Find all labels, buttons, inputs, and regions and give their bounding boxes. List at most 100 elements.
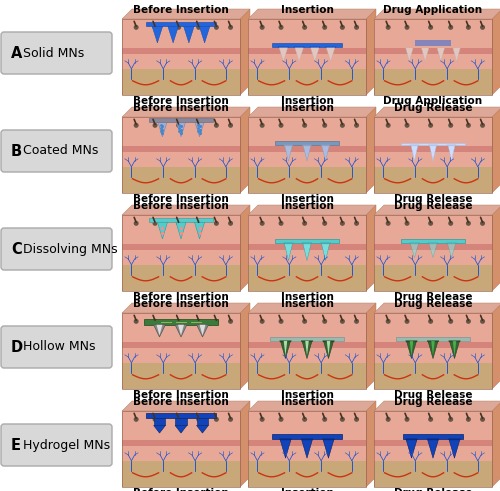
Circle shape xyxy=(278,221,283,226)
Circle shape xyxy=(448,319,453,324)
Circle shape xyxy=(480,221,485,226)
Bar xyxy=(122,152,240,167)
Circle shape xyxy=(176,123,181,128)
Circle shape xyxy=(322,25,327,30)
Circle shape xyxy=(196,417,201,422)
Bar xyxy=(248,440,366,446)
Polygon shape xyxy=(194,222,204,239)
Polygon shape xyxy=(374,303,500,313)
Bar xyxy=(374,446,492,461)
Circle shape xyxy=(340,25,345,30)
Bar xyxy=(374,215,492,291)
Bar xyxy=(122,19,240,48)
Bar xyxy=(374,363,492,389)
Circle shape xyxy=(134,221,138,226)
Polygon shape xyxy=(195,122,204,137)
Text: Insertion: Insertion xyxy=(280,397,334,407)
Bar xyxy=(374,461,492,487)
Circle shape xyxy=(176,417,181,422)
Circle shape xyxy=(466,221,471,226)
Polygon shape xyxy=(168,26,178,43)
Text: B: B xyxy=(11,143,22,159)
Bar xyxy=(248,54,366,69)
Polygon shape xyxy=(122,401,250,411)
Polygon shape xyxy=(374,205,500,215)
Polygon shape xyxy=(284,145,293,146)
Bar xyxy=(374,19,492,95)
Polygon shape xyxy=(302,342,312,358)
Circle shape xyxy=(278,319,283,324)
Circle shape xyxy=(152,25,158,30)
Polygon shape xyxy=(240,303,250,389)
Circle shape xyxy=(480,319,485,324)
Bar xyxy=(374,19,492,48)
Text: Insertion: Insertion xyxy=(280,194,334,204)
Bar xyxy=(175,418,187,425)
Polygon shape xyxy=(240,9,250,95)
Circle shape xyxy=(176,25,181,30)
Circle shape xyxy=(260,221,264,226)
Polygon shape xyxy=(322,244,330,261)
Polygon shape xyxy=(492,303,500,389)
Polygon shape xyxy=(303,146,311,161)
Text: Before Insertion: Before Insertion xyxy=(133,390,229,400)
Bar xyxy=(122,440,240,446)
Polygon shape xyxy=(278,47,288,48)
Polygon shape xyxy=(366,107,376,193)
Polygon shape xyxy=(240,401,250,487)
Bar xyxy=(374,411,492,440)
Bar xyxy=(374,342,492,348)
Polygon shape xyxy=(154,325,166,337)
Polygon shape xyxy=(428,440,438,458)
Circle shape xyxy=(196,123,201,128)
Polygon shape xyxy=(410,145,419,146)
Bar xyxy=(272,43,342,47)
Circle shape xyxy=(228,25,233,30)
Polygon shape xyxy=(175,425,187,433)
Circle shape xyxy=(386,123,390,128)
Bar xyxy=(248,313,366,342)
Polygon shape xyxy=(295,48,304,61)
Polygon shape xyxy=(453,48,460,61)
Polygon shape xyxy=(410,243,420,244)
Circle shape xyxy=(260,319,264,324)
Circle shape xyxy=(354,221,359,226)
Bar xyxy=(403,435,463,439)
Circle shape xyxy=(428,25,433,30)
Bar xyxy=(374,54,492,69)
Circle shape xyxy=(228,319,233,324)
Circle shape xyxy=(386,319,390,324)
Bar xyxy=(248,19,366,95)
Bar xyxy=(122,215,240,291)
Bar xyxy=(122,411,240,487)
Bar xyxy=(146,413,216,418)
Polygon shape xyxy=(320,243,330,244)
Polygon shape xyxy=(176,222,186,239)
Polygon shape xyxy=(448,439,460,440)
Polygon shape xyxy=(305,341,309,355)
Circle shape xyxy=(404,25,409,30)
Text: Before Insertion: Before Insertion xyxy=(133,5,229,15)
Circle shape xyxy=(134,123,138,128)
Polygon shape xyxy=(303,244,311,261)
Circle shape xyxy=(448,123,453,128)
Circle shape xyxy=(302,417,307,422)
Polygon shape xyxy=(279,48,287,61)
Text: Before Insertion: Before Insertion xyxy=(133,299,229,309)
Circle shape xyxy=(260,25,264,30)
Bar xyxy=(122,19,240,95)
Circle shape xyxy=(386,417,390,422)
Polygon shape xyxy=(428,243,438,244)
Circle shape xyxy=(278,417,283,422)
Circle shape xyxy=(228,123,233,128)
Bar xyxy=(248,363,366,389)
Text: Drug Release: Drug Release xyxy=(394,390,472,400)
Bar xyxy=(374,411,492,487)
Polygon shape xyxy=(492,107,500,193)
Bar xyxy=(122,48,240,54)
Circle shape xyxy=(302,123,307,128)
Text: Insertion: Insertion xyxy=(280,390,334,400)
Circle shape xyxy=(448,417,453,422)
Bar xyxy=(248,69,366,95)
Text: Before Insertion: Before Insertion xyxy=(133,488,229,491)
